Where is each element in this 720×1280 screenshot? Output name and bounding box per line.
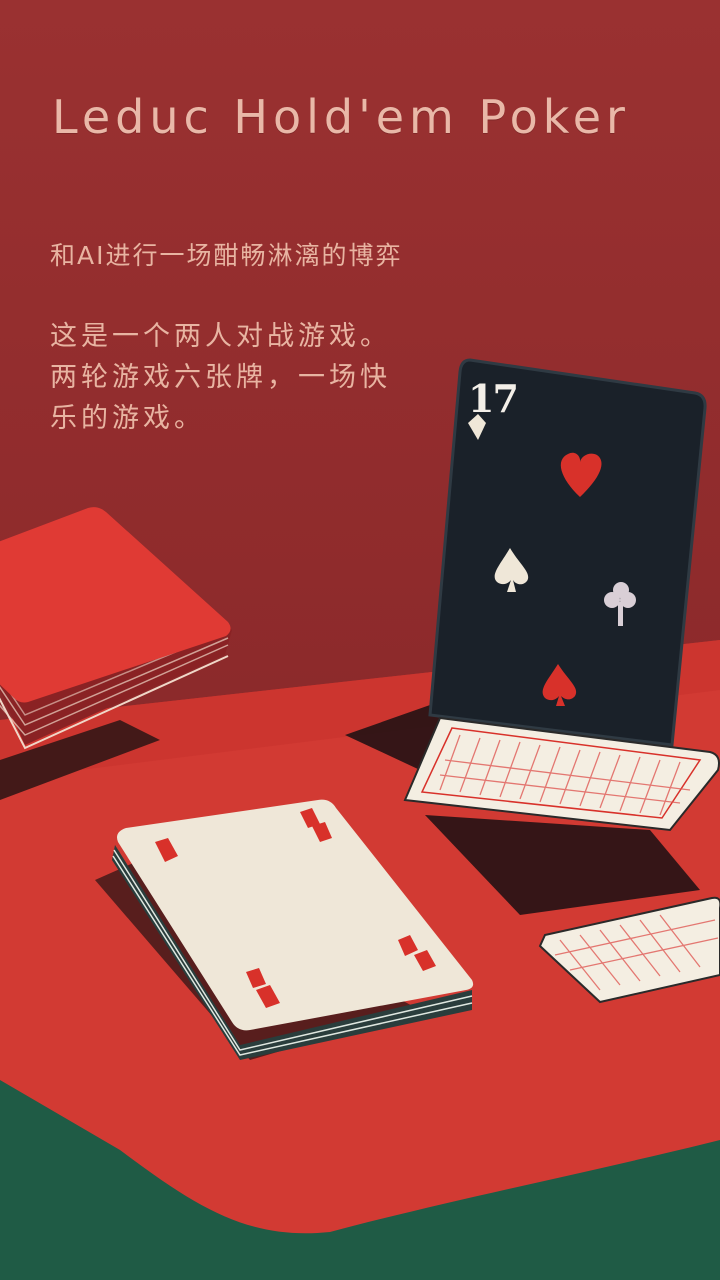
standing-card	[428, 358, 707, 747]
deck-shadow	[0, 720, 160, 800]
flat-card-shadow	[425, 815, 700, 915]
corner-spade-icon	[468, 414, 486, 440]
game-title: Leduc Hold'em Poker	[52, 90, 630, 144]
spade-red-icon	[542, 664, 577, 706]
card-rank-label: 17	[468, 376, 519, 421]
card-stack-face-up	[112, 799, 474, 1060]
red-card-deck	[0, 507, 232, 750]
diamond-icon	[256, 985, 280, 1008]
subtitle: 和AI进行一场酣畅淋漓的博弈	[50, 241, 403, 270]
diamond-icon	[155, 838, 178, 862]
diamond-icon	[398, 935, 418, 956]
club-icon	[604, 582, 636, 626]
flat-patterned-card	[403, 716, 720, 832]
diamond-icon	[300, 808, 320, 828]
heart-icon	[560, 452, 602, 497]
diamond-icon	[312, 822, 332, 842]
game-description: 这是一个两人对战游戏。两轮游戏六张牌，一场快乐的游戏。	[50, 321, 391, 434]
diamond-icon	[414, 950, 436, 971]
bottom-patterned-card	[538, 896, 720, 1004]
diamond-icon	[246, 968, 266, 988]
spade-icon	[494, 548, 529, 592]
